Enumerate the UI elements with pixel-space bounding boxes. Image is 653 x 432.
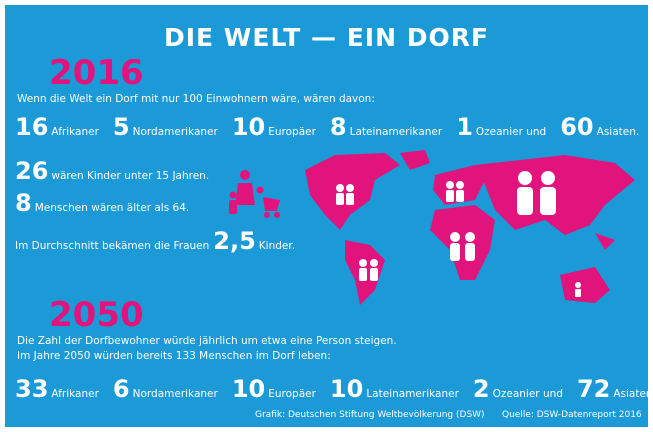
infographic: DIE WELT — EIN DORF 2016 Wenn die Welt ei… bbox=[5, 5, 648, 427]
fact-text: Kinder. bbox=[258, 240, 296, 252]
fact-number: 2,5 bbox=[213, 227, 256, 255]
fact-text: Menschen wären älter als 64. bbox=[34, 202, 190, 214]
group-number: 60 bbox=[560, 113, 594, 141]
fact-text: wären Kinder unter 15 Jahren. bbox=[51, 170, 210, 182]
group-label: Europäer bbox=[268, 126, 316, 138]
group-label: Europäer bbox=[268, 388, 316, 400]
title: DIE WELT — EIN DORF bbox=[163, 23, 490, 52]
group-number: 2 bbox=[472, 375, 490, 403]
fact: 26 wären Kinder unter 15 Jahren. bbox=[15, 157, 223, 185]
group-number: 16 bbox=[15, 113, 49, 141]
group-label: Nordamerikaner bbox=[132, 126, 218, 138]
group-label: Lateinamerikaner bbox=[349, 126, 443, 138]
group-label: Nordamerikaner bbox=[132, 388, 218, 400]
fact: 8 Menschen wären älter als 64. bbox=[15, 189, 203, 217]
group-label: Asiaten. bbox=[596, 126, 640, 138]
group-number: 72 bbox=[576, 375, 611, 403]
fact-prefix: Im Durchschnitt bekämen die Frauen bbox=[15, 240, 210, 252]
group-number: 10 bbox=[231, 375, 266, 403]
intro-text: Wenn die Welt ein Dorf mit nur 100 Einwo… bbox=[17, 93, 375, 105]
group-number: 6 bbox=[112, 375, 130, 403]
fact: Im Durchschnitt bekämen die Frauen 2,5 Kin… bbox=[15, 227, 309, 255]
group-number: 8 bbox=[329, 113, 347, 141]
group-row: 33 Afrikaner 6 Nordamerikaner 10 Europäer 10 La… bbox=[15, 375, 648, 403]
group-label: Ozeanier und bbox=[475, 126, 547, 138]
group-label: Afrikaner bbox=[51, 126, 99, 138]
group-number: 10 bbox=[329, 375, 364, 403]
fact-number: 26 bbox=[15, 157, 49, 185]
source: Quelle: DSW-Datenreport 2016 bbox=[502, 410, 642, 420]
group-number: 10 bbox=[231, 113, 266, 141]
group-label: Afrikaner bbox=[51, 388, 99, 400]
group-label: Lateinamerikaner bbox=[366, 388, 459, 400]
year: 2050 bbox=[49, 295, 144, 335]
group-number: 5 bbox=[112, 113, 130, 141]
group-label: Asiaten. bbox=[613, 388, 648, 400]
year: 2016 bbox=[49, 53, 144, 93]
fact-number: 8 bbox=[15, 189, 32, 217]
intro-text: Die Zahl der Dorfbewohner würde jährlich… bbox=[17, 335, 397, 347]
group-label: Ozeanier und bbox=[492, 388, 563, 400]
intro-text: Im Jahre 2050 würden bereits 133 Mensche… bbox=[17, 350, 331, 362]
map bbox=[229, 150, 635, 305]
group-row: 16 Afrikaner 5 Nordamerikaner 10 Europäer 8 Lat… bbox=[15, 113, 648, 141]
group-number: 1 bbox=[456, 113, 473, 141]
credit: Grafik: Deutschen Stiftung Weltbevölkeru… bbox=[255, 410, 485, 420]
group-number: 33 bbox=[15, 375, 49, 403]
